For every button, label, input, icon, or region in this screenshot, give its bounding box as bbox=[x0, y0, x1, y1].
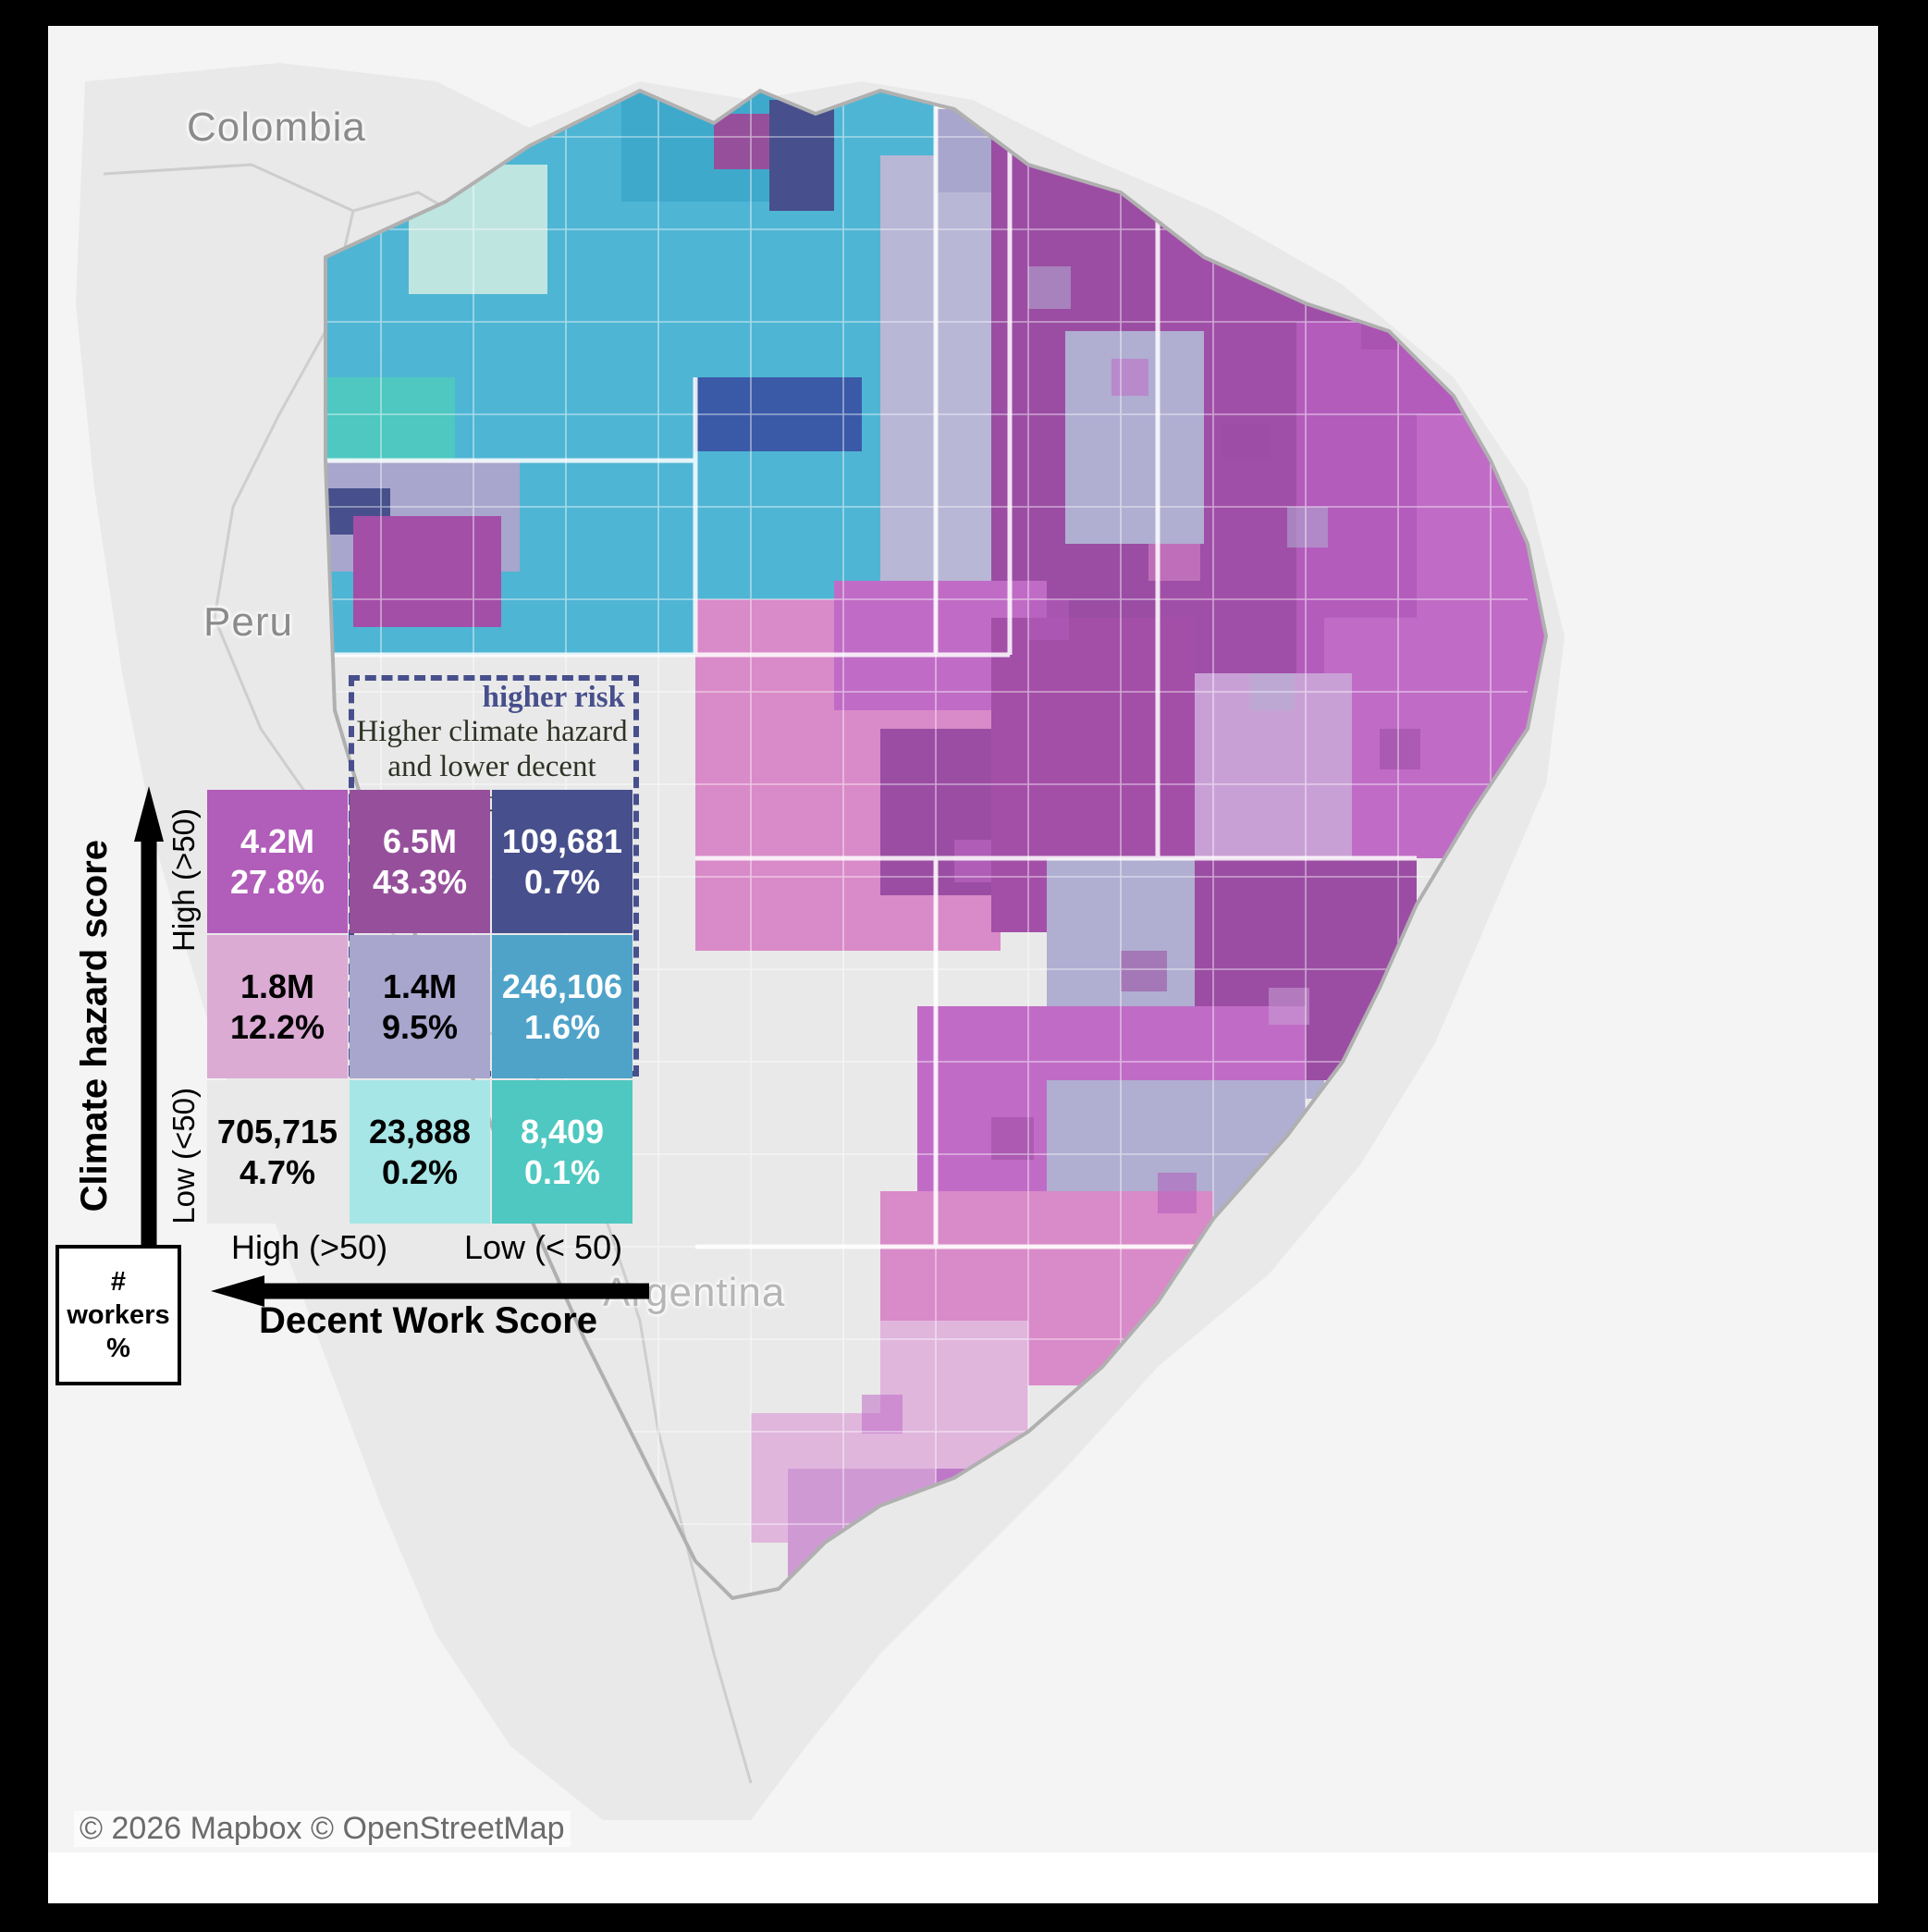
state-borders bbox=[325, 91, 1417, 1249]
country-label-peru: Peru bbox=[203, 599, 293, 645]
annotation-line-2: and lower decent bbox=[387, 749, 596, 783]
legend-cell-r0-c1: 6.5M 43.3% bbox=[350, 790, 490, 933]
key-hash-symbol: # bbox=[110, 1266, 127, 1297]
legend-cell-workers: 705,715 bbox=[216, 1112, 338, 1151]
annotation-headline: higher risk bbox=[482, 681, 625, 714]
legend-cell-percent: 27.8% bbox=[229, 862, 325, 901]
climate-hazard-axis-arrow bbox=[134, 786, 164, 1245]
x-axis-high-tick: High (>50) bbox=[231, 1228, 388, 1266]
legend-cell-workers: 109,681 bbox=[501, 821, 623, 860]
legend-cell-percent: 43.3% bbox=[372, 862, 468, 901]
legend-cell-percent: 0.7% bbox=[523, 862, 601, 901]
legend-cell-workers: 246,106 bbox=[501, 966, 623, 1005]
legend-cell-workers: 4.2M bbox=[239, 821, 315, 860]
annotation-line-1: Higher climate hazard bbox=[356, 714, 628, 748]
map-attribution[interactable]: © 2026 Mapbox © OpenStreetMap bbox=[74, 1811, 571, 1847]
country-label-colombia: Colombia bbox=[187, 105, 366, 150]
x-axis-low-tick: Low (< 50) bbox=[464, 1228, 623, 1266]
map-figure-frame: Colombia Peru Argentina © 2026 Mapbox © … bbox=[48, 26, 1878, 1903]
legend-cell-r1-c0: 1.8M 12.2% bbox=[207, 935, 348, 1078]
legend-cell-r0-c0: 4.2M 27.8% bbox=[207, 790, 348, 933]
legend-cell-r0-c2: 109,681 0.7% bbox=[492, 790, 632, 933]
bivariate-legend: higher risk Higher climate hazard and lo… bbox=[48, 26, 1878, 1903]
legend-cell-percent: 4.7% bbox=[239, 1152, 316, 1191]
legend-cell-percent: 9.5% bbox=[381, 1007, 459, 1046]
legend-cell-workers: 23,888 bbox=[368, 1112, 472, 1151]
legend-cell-workers: 1.8M bbox=[239, 966, 315, 1005]
legend-cell-percent: 0.1% bbox=[523, 1152, 601, 1191]
legend-cell-workers: 1.4M bbox=[382, 966, 458, 1005]
y-axis-low-tick: Low (<50) bbox=[166, 1088, 201, 1224]
x-axis-title: Decent Work Score bbox=[258, 1300, 598, 1341]
y-axis-title: Climate hazard score bbox=[74, 840, 115, 1212]
legend-key-box: # workers % bbox=[55, 1245, 181, 1385]
legend-cell-percent: 12.2% bbox=[229, 1007, 325, 1046]
legend-cell-r2-c0: 705,715 4.7% bbox=[207, 1080, 348, 1224]
legend-cell-workers: 6.5M bbox=[382, 821, 458, 860]
legend-cell-percent: 1.6% bbox=[523, 1007, 601, 1046]
legend-cell-r2-c2: 8,409 0.1% bbox=[492, 1080, 632, 1224]
legend-cell-workers: 8,409 bbox=[520, 1112, 605, 1151]
legend-cell-r1-c2: 246,106 1.6% bbox=[492, 935, 632, 1078]
map-vector-layer bbox=[48, 26, 1878, 1852]
choropleth-map[interactable]: Colombia Peru Argentina © 2026 Mapbox © … bbox=[48, 26, 1878, 1852]
y-axis-high-tick: High (>50) bbox=[166, 808, 201, 952]
legend-grid: 4.2M 27.8% 6.5M 43.3% 109,681 0.7% 1.8M 12.2% 1.… bbox=[207, 790, 632, 1224]
key-workers-label: workers bbox=[67, 1299, 170, 1330]
decent-work-axis-arrow bbox=[211, 1275, 649, 1307]
legend-cell-r2-c1: 23,888 0.2% bbox=[350, 1080, 490, 1224]
legend-cell-r1-c1: 1.4M 9.5% bbox=[350, 935, 490, 1078]
key-percent-symbol: % bbox=[106, 1334, 130, 1364]
legend-cell-percent: 0.2% bbox=[381, 1152, 459, 1191]
